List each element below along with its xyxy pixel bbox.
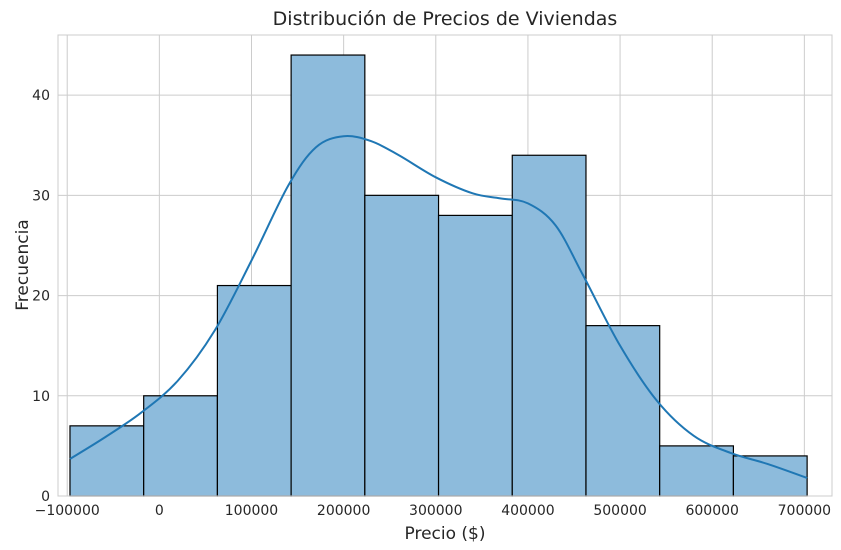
x-tick-labels: −100000 0 100000 200000 300000 400000 500000 60…	[35, 503, 831, 519]
plot-frame	[57, 34, 833, 497]
histogram-bar-5	[437, 214, 513, 497]
y-tick-label-2: 20	[32, 289, 50, 305]
bars-layer	[69, 54, 808, 497]
x-tick-label-1: 0	[155, 503, 164, 519]
histogram-bar-4	[364, 194, 440, 497]
kde-layer	[69, 135, 808, 479]
y-tick-label-0: 0	[41, 489, 50, 505]
x-tick-label-4: 300000	[409, 503, 462, 519]
histogram-bar-7	[585, 325, 661, 497]
x-tick-label-2: 100000	[225, 503, 278, 519]
y-tick-label-4: 40	[32, 88, 50, 104]
y-tick-label-1: 10	[32, 389, 50, 405]
histogram-bar-6	[511, 154, 587, 497]
x-tick-label-5: 400000	[501, 503, 554, 519]
x-axis-title: Precio ($)	[405, 524, 486, 544]
histogram-bar-3	[290, 54, 366, 497]
kde-line	[69, 135, 808, 479]
chart-title: Distribución de Precios de Viviendas	[273, 8, 618, 30]
histogram-bar-1	[143, 395, 219, 497]
x-tick-label-8: 700000	[778, 503, 831, 519]
histogram-bar-8	[659, 445, 735, 497]
x-tick-label-3: 200000	[317, 503, 370, 519]
histogram-bar-9	[732, 455, 808, 497]
x-tick-label-0: −100000	[35, 503, 100, 519]
y-tick-label-3: 30	[32, 188, 50, 204]
y-axis-title: Frecuencia	[13, 219, 33, 310]
x-tick-label-7: 600000	[685, 503, 738, 519]
histogram-bar-2	[216, 284, 292, 497]
x-tick-label-6: 500000	[593, 503, 646, 519]
y-tick-labels: 0 10 20 30 40	[32, 88, 50, 505]
